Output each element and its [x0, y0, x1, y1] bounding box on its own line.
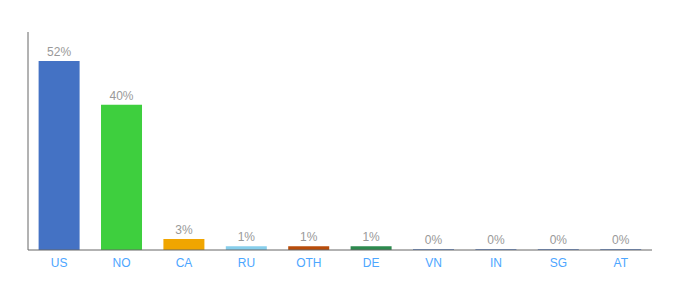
svg-text:RU: RU	[238, 256, 255, 270]
svg-text:VN: VN	[425, 256, 442, 270]
svg-text:OTH: OTH	[296, 256, 321, 270]
svg-text:52%: 52%	[47, 45, 71, 59]
svg-text:0%: 0%	[425, 233, 443, 247]
svg-text:CA: CA	[176, 256, 193, 270]
svg-text:1%: 1%	[238, 230, 256, 244]
svg-text:0%: 0%	[550, 233, 568, 247]
svg-text:NO: NO	[113, 256, 131, 270]
svg-text:1%: 1%	[300, 230, 318, 244]
svg-text:3%: 3%	[175, 223, 193, 237]
svg-text:IN: IN	[490, 256, 502, 270]
svg-text:DE: DE	[363, 256, 380, 270]
svg-text:SG: SG	[550, 256, 567, 270]
svg-text:AT: AT	[614, 256, 629, 270]
svg-text:40%: 40%	[109, 89, 133, 103]
svg-text:1%: 1%	[362, 230, 380, 244]
svg-text:US: US	[51, 256, 68, 270]
svg-text:0%: 0%	[487, 233, 505, 247]
svg-text:0%: 0%	[612, 233, 630, 247]
